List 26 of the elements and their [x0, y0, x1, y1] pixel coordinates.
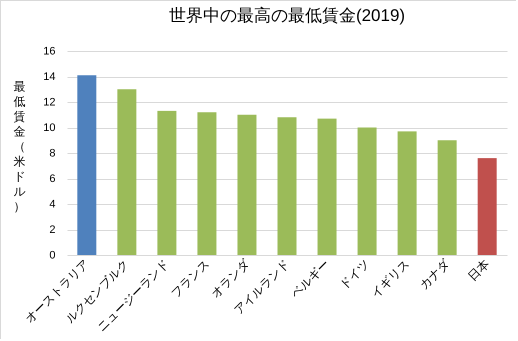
y-tick-label: 2	[49, 224, 56, 236]
y-tick-label: 16	[43, 46, 56, 58]
bar	[237, 114, 256, 255]
bar	[398, 131, 417, 255]
bar	[478, 158, 497, 255]
bar	[278, 117, 296, 255]
bar	[197, 112, 216, 255]
y-tick-label: 14	[43, 71, 56, 83]
bar	[318, 118, 337, 255]
bar	[358, 128, 377, 255]
text: 最低賃金（米ドル）	[14, 80, 26, 214]
bar	[157, 110, 176, 255]
bar	[438, 140, 457, 255]
x-tick-label: フランス	[168, 256, 212, 300]
y-tick-label: 0	[49, 250, 56, 262]
y-tick-label: 8	[49, 148, 56, 160]
x-tick-label: カナダ	[416, 256, 453, 292]
bar	[77, 75, 96, 255]
y-tick-label: 12	[43, 96, 56, 108]
y-tick-label: 10	[43, 122, 56, 134]
bar	[117, 89, 136, 255]
chart-title: 世界中の最高の最低賃金(2019)	[168, 6, 406, 25]
y-tick-label: 4	[49, 198, 56, 210]
y-tick-label: 6	[49, 173, 56, 185]
x-tick-label: 日本	[465, 256, 492, 284]
x-tick-label: ベルギー	[288, 256, 332, 300]
